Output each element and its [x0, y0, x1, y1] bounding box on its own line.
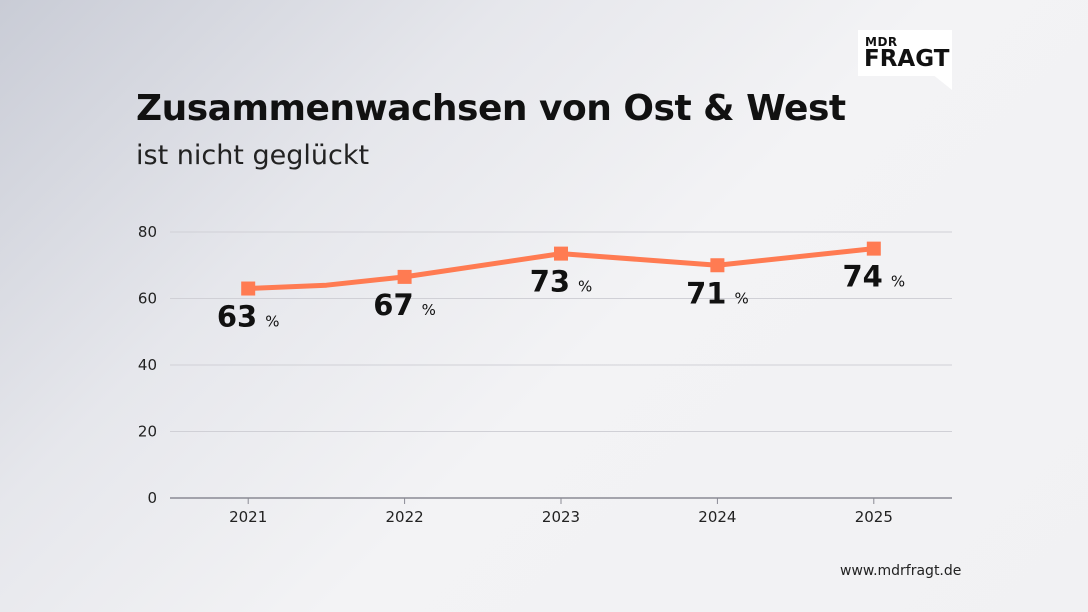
data-label: 73% [530, 265, 593, 299]
logo-speech-tail [932, 74, 952, 90]
data-point-marker [554, 246, 568, 261]
data-label-unit: % [578, 278, 592, 296]
x-tick-label: 2024 [698, 508, 736, 526]
x-tick-label: 2023 [542, 508, 580, 526]
data-label: 63% [217, 300, 280, 334]
grid-layer [170, 231, 952, 499]
data-point-marker [397, 269, 412, 284]
chart-title: Zusammenwachsen von Ost & West [136, 88, 846, 129]
data-labels: 63% 67 %73% 71 %74% [217, 260, 905, 334]
y-tick-label: 80 [138, 223, 157, 241]
data-label-unit: % [891, 273, 905, 291]
data-point-marker [241, 281, 256, 296]
x-tick-label: 2021 [229, 508, 267, 526]
chart-subtitle: ist nicht geglückt [136, 140, 370, 171]
data-label-value: 73 [530, 265, 570, 299]
x-tick-label: 2022 [386, 508, 424, 526]
mdr-fragt-logo: MDR FRAGT [858, 30, 952, 76]
data-label-value: 74 [842, 260, 882, 294]
data-label-unit: % [734, 289, 748, 307]
data-point-marker [866, 241, 881, 256]
x-axis-ticks: 2021 2022 2023 2024 2025 [229, 498, 893, 526]
series-line [245, 246, 877, 292]
data-label-unit: % [265, 313, 279, 331]
y-tick-label: 0 [147, 489, 157, 507]
y-tick-label: 60 [138, 290, 157, 308]
data-point-marker [710, 258, 725, 273]
y-tick-label: 40 [138, 356, 157, 374]
logo-line-1: MDR [865, 35, 898, 49]
data-label-value: 63 [217, 300, 257, 334]
footer-url: www.mdrfragt.de [840, 563, 962, 579]
data-label: 67% [373, 288, 436, 322]
data-label: 74% [842, 260, 905, 294]
logo-line-2: FRAGT [864, 46, 950, 72]
data-label-unit: % [422, 301, 436, 319]
y-tick-label: 20 [138, 423, 157, 441]
data-label-value: 71 [686, 276, 726, 310]
series-layer [241, 241, 881, 296]
data-label-value: 67 [373, 288, 413, 322]
x-tick-label: 2025 [855, 508, 893, 526]
y-axis-ticks: 0 20 40 60 80 [138, 223, 157, 507]
data-label: 71% [686, 276, 749, 310]
